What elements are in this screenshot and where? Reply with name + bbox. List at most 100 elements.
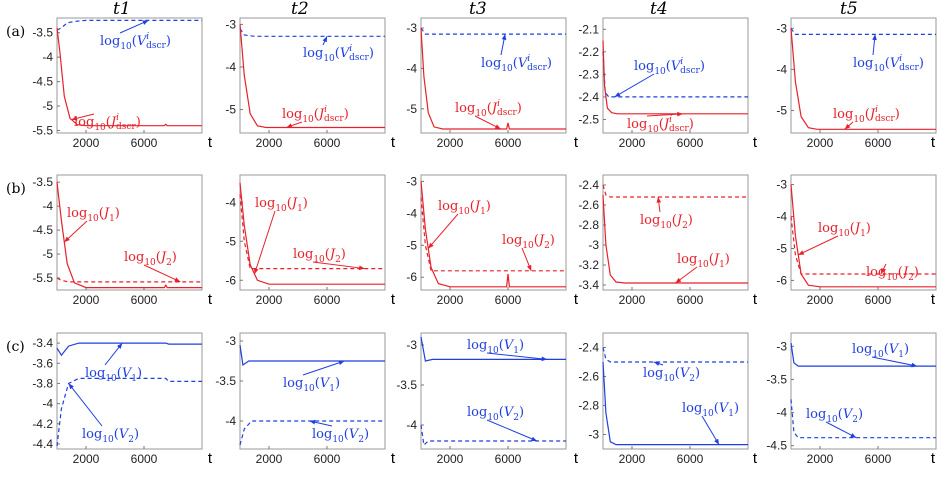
y-tick-label: -3 — [588, 428, 599, 442]
x-axis-label: t — [574, 450, 579, 467]
x-tick-label: 6000 — [314, 452, 341, 466]
x-axis-label: t — [931, 134, 936, 151]
series-label: log10(Vi dscr) — [853, 54, 924, 74]
series-line-log10-J1- — [602, 194, 748, 284]
y-tick-label: -3.8 — [32, 376, 53, 390]
annotation-arrow — [614, 73, 655, 98]
annotation-arrow — [143, 264, 181, 283]
annotation-arrow — [486, 352, 548, 360]
series-label: log10(Ji dscr) — [74, 113, 141, 133]
series-label: log10(Vi dscr) — [303, 44, 374, 64]
plot-frame — [420, 332, 567, 450]
series-label: log10(V2) — [82, 427, 139, 445]
annotation-arrowhead — [541, 356, 548, 362]
x-tick-label: 6000 — [131, 293, 158, 307]
y-tick-label: -3.5 — [32, 26, 53, 40]
panel-b-t5: -3 -4 -5 -6 2000 6000 t log10(J1) log10(J2) — [776, 174, 937, 308]
panel-b-t2: -4 -5 -6 2000 6000 t log10(J1) log10(J2) — [225, 174, 396, 308]
column-title-t3: t3 — [469, 0, 487, 19]
y-tick-label: -5.5 — [32, 124, 53, 138]
x-tick-label: 6000 — [865, 452, 892, 466]
y-tick-label: -2.4 — [578, 341, 599, 355]
series-label: log10(J2) — [124, 250, 177, 268]
panel-b-t4: -2.4 -2.6 -2.8 -3 -3.2 -3.4 2000 6000 t log10(J2)… — [578, 174, 758, 308]
annotation-arrow — [427, 213, 459, 249]
x-tick-label: 6000 — [495, 452, 522, 466]
x-tick-label: 2000 — [73, 452, 100, 466]
series-line-log10-V2- — [56, 377, 202, 447]
annotation-arrowhead — [174, 277, 181, 282]
panel-b-t1: -3.5 -4 -4.5 -5 -5.5 2000 6000 t log10(J1) log10(… — [32, 174, 213, 308]
annotation-arrowhead — [677, 111, 683, 117]
series-label: log10(J1) — [255, 196, 308, 214]
y-tick-label: -6 — [776, 273, 787, 287]
annotation-arrowhead — [338, 360, 345, 365]
series-label: log10(Vi dscr) — [481, 54, 552, 74]
annotation-arrowhead — [286, 123, 293, 128]
x-axis-label: t — [753, 134, 758, 151]
x-tick-label: 2000 — [437, 452, 464, 466]
annotation-arrow — [798, 235, 839, 256]
y-tick-label: -2.3 — [578, 67, 599, 81]
series-line-log10-J2- — [239, 194, 385, 270]
series-line-log10-J1- — [790, 184, 936, 288]
annotation-arrowhead — [872, 34, 877, 41]
panel-a-t2: -3 -4 -5 2000 6000 t log10(Vi dscr) log10(Ji dscr… — [225, 17, 396, 151]
x-tick-label: 2000 — [807, 293, 834, 307]
y-tick-label: -4 — [406, 206, 417, 220]
y-tick-label: -4.5 — [32, 223, 53, 237]
series-label: log10(V1) — [852, 342, 909, 360]
annotation-arrow — [871, 356, 918, 367]
y-tick-label: -5 — [406, 102, 417, 116]
plot-frame — [239, 174, 386, 291]
x-tick-label: 2000 — [73, 293, 100, 307]
annotation-arrowhead — [880, 268, 886, 275]
y-tick-label: -4 — [406, 61, 417, 75]
annotation-arrowhead — [614, 92, 621, 97]
plot-frame — [56, 174, 203, 291]
series-label: log10(V1) — [283, 376, 340, 394]
plot-frame — [790, 332, 937, 450]
x-axis-label: t — [391, 450, 396, 467]
x-tick-label: 6000 — [677, 293, 704, 307]
y-tick-label: -3.4 — [32, 336, 53, 350]
y-tick-label: -3 — [406, 174, 417, 188]
panel-c-t5: -3 -3.5 -4 -4.5 2000 6000 t log10(V1) log10(V2) — [766, 332, 937, 467]
annotation-arrow — [701, 415, 720, 445]
y-tick-label: -4 — [225, 195, 236, 209]
plot-frame — [420, 174, 567, 291]
series-label: log10(J2) — [866, 265, 919, 283]
annotation-arrowhead — [850, 433, 857, 438]
series-label: log10(Ji dscr) — [833, 105, 900, 125]
x-tick-label: 6000 — [314, 136, 341, 150]
annotation-arrowhead — [714, 438, 719, 445]
plot-frame — [239, 17, 386, 134]
series-line-log10-V2- — [790, 399, 936, 439]
x-tick-label: 6000 — [495, 293, 522, 307]
panel-c-t2: -3 -3.5 -4 2000 6000 t log10(V1) log10(V2) — [215, 332, 396, 467]
series-label: log10(V2) — [467, 405, 524, 423]
y-tick-label: -3.4 — [578, 278, 599, 292]
series-label: log10(J2) — [293, 247, 346, 265]
series-line-log10-V1- — [239, 344, 385, 367]
series-line-log10-J-i-dscr- — [239, 24, 385, 129]
series-line-log10-V2- — [420, 424, 566, 447]
series-line-log10-J1- — [239, 182, 385, 285]
series-line-log10-J2- — [56, 277, 202, 283]
column-title-t1: t1 — [113, 0, 131, 19]
series-label: log10(V2) — [643, 366, 700, 384]
y-tick-label: -4 — [776, 62, 787, 76]
plot-frame — [602, 17, 749, 134]
y-tick-label: -4 — [225, 60, 236, 74]
annotation-arrowhead — [358, 265, 365, 271]
annotation-arrow — [254, 210, 276, 275]
row-label-c: (c) — [6, 339, 25, 355]
y-tick-label: -5 — [776, 241, 787, 255]
plot-frame — [602, 174, 749, 291]
y-tick-label: -3 — [776, 339, 787, 353]
y-tick-label: -5 — [225, 234, 236, 248]
annotation-arrowhead — [428, 242, 434, 249]
series-label: log10(V2) — [312, 427, 369, 445]
y-tick-label: -4.2 — [32, 417, 53, 431]
